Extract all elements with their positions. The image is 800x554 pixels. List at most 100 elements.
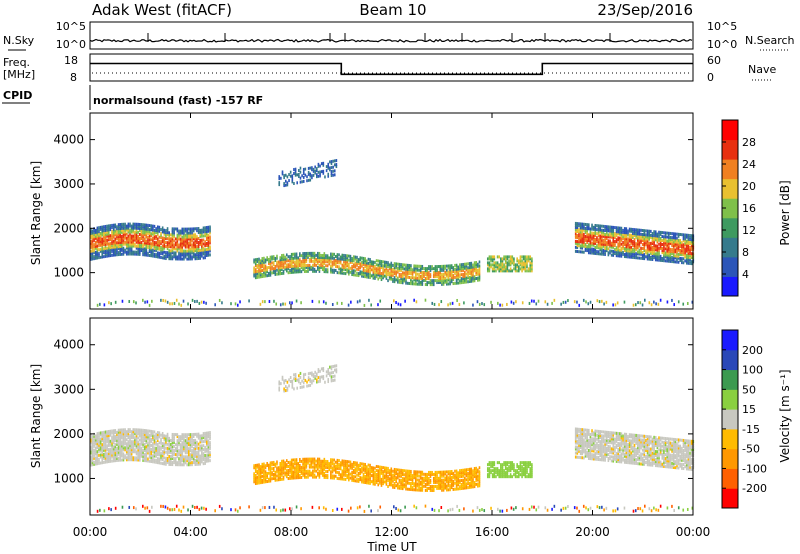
power-cell <box>431 279 433 283</box>
power-cell <box>191 257 193 261</box>
power-cell <box>462 264 464 268</box>
velocity-cell <box>633 459 636 463</box>
power-cell <box>546 302 549 306</box>
power-cell <box>403 263 406 267</box>
velocity-cell <box>93 440 95 444</box>
power-cell <box>473 269 476 273</box>
power-cell <box>189 253 192 257</box>
power-cell <box>299 170 302 174</box>
power-cell <box>129 238 131 242</box>
power-cell <box>192 245 195 249</box>
power-cell <box>369 262 371 266</box>
power-cell <box>336 301 339 305</box>
power-cell <box>442 264 445 268</box>
power-cell <box>627 253 629 257</box>
power-cell <box>380 262 383 266</box>
y-tick-label: 1000 <box>53 266 84 280</box>
power-cell <box>641 232 644 236</box>
power-cell <box>403 267 406 271</box>
power-cell <box>281 172 284 176</box>
power-cell <box>643 239 646 243</box>
power-cell <box>153 252 156 256</box>
power-cell <box>651 257 654 261</box>
power-cell <box>650 251 652 255</box>
power-cell <box>589 251 592 255</box>
power-cell <box>132 250 135 254</box>
power-cell <box>587 223 590 227</box>
velocity-cell <box>96 434 99 438</box>
velocity-cell <box>601 430 603 434</box>
power-cell <box>382 266 384 270</box>
velocity-cell <box>622 446 624 450</box>
power-cell <box>617 244 619 248</box>
power-cell <box>470 279 473 283</box>
velocity-cell <box>576 449 579 453</box>
power-cell <box>454 263 456 267</box>
velocity-cell <box>90 439 92 443</box>
power-cell <box>343 253 345 257</box>
power-cell <box>187 255 190 259</box>
power-cell <box>395 264 397 268</box>
power-cell <box>156 225 159 229</box>
power-cell <box>132 244 135 248</box>
velocity-cell <box>594 429 597 433</box>
power-cell <box>350 300 352 304</box>
power-cell <box>664 235 667 239</box>
velocity-cell <box>148 455 151 459</box>
power-cell <box>300 266 303 270</box>
power-cell <box>372 268 375 272</box>
velocity-cell <box>596 457 598 461</box>
power-cell <box>601 242 603 246</box>
power-cell <box>641 254 644 258</box>
power-cell <box>668 257 670 261</box>
velocity-cell <box>641 440 644 444</box>
power-cell <box>413 282 415 286</box>
power-cell <box>586 241 588 245</box>
power-cell <box>615 240 618 244</box>
power-cell <box>98 236 100 240</box>
power-cell <box>106 240 108 244</box>
power-cell <box>259 269 262 273</box>
power-cell <box>153 232 156 236</box>
velocity-cell <box>622 440 624 444</box>
velocity-cell <box>122 452 125 456</box>
power-cell <box>421 278 424 282</box>
power-cell <box>650 233 652 237</box>
velocity-cell <box>103 436 105 440</box>
power-cell <box>351 267 353 271</box>
velocity-cell <box>209 437 211 441</box>
velocity-cell <box>166 434 169 438</box>
power-cell <box>663 243 665 247</box>
power-cell <box>161 230 164 234</box>
velocity-cell <box>158 433 161 437</box>
velocity-cell <box>187 447 190 451</box>
power-cell <box>302 171 305 175</box>
power-cell <box>281 264 283 268</box>
velocity-cell <box>111 429 113 433</box>
power-cell <box>189 229 192 233</box>
power-cell <box>194 255 197 259</box>
power-cell <box>646 235 649 239</box>
power-cell <box>460 269 463 273</box>
power-cell <box>615 250 618 254</box>
power-cell <box>628 245 631 249</box>
power-cell <box>351 259 353 263</box>
power-cell <box>472 277 474 281</box>
power-cell <box>579 230 582 234</box>
velocity-cell <box>641 462 644 466</box>
power-cell <box>274 272 277 276</box>
power-cell <box>424 267 427 271</box>
power-cell <box>504 255 507 259</box>
power-cell <box>654 238 657 242</box>
velocity-cell <box>633 439 636 443</box>
velocity-cell <box>205 437 208 441</box>
velocity-cell <box>101 451 104 455</box>
power-cell <box>202 228 205 232</box>
power-cell <box>339 269 342 273</box>
power-cell <box>205 249 208 253</box>
power-cell <box>529 257 532 261</box>
velocity-cell <box>574 433 577 437</box>
velocity-cell <box>132 432 135 436</box>
velocity-cell <box>96 438 99 442</box>
power-cell <box>596 252 598 256</box>
